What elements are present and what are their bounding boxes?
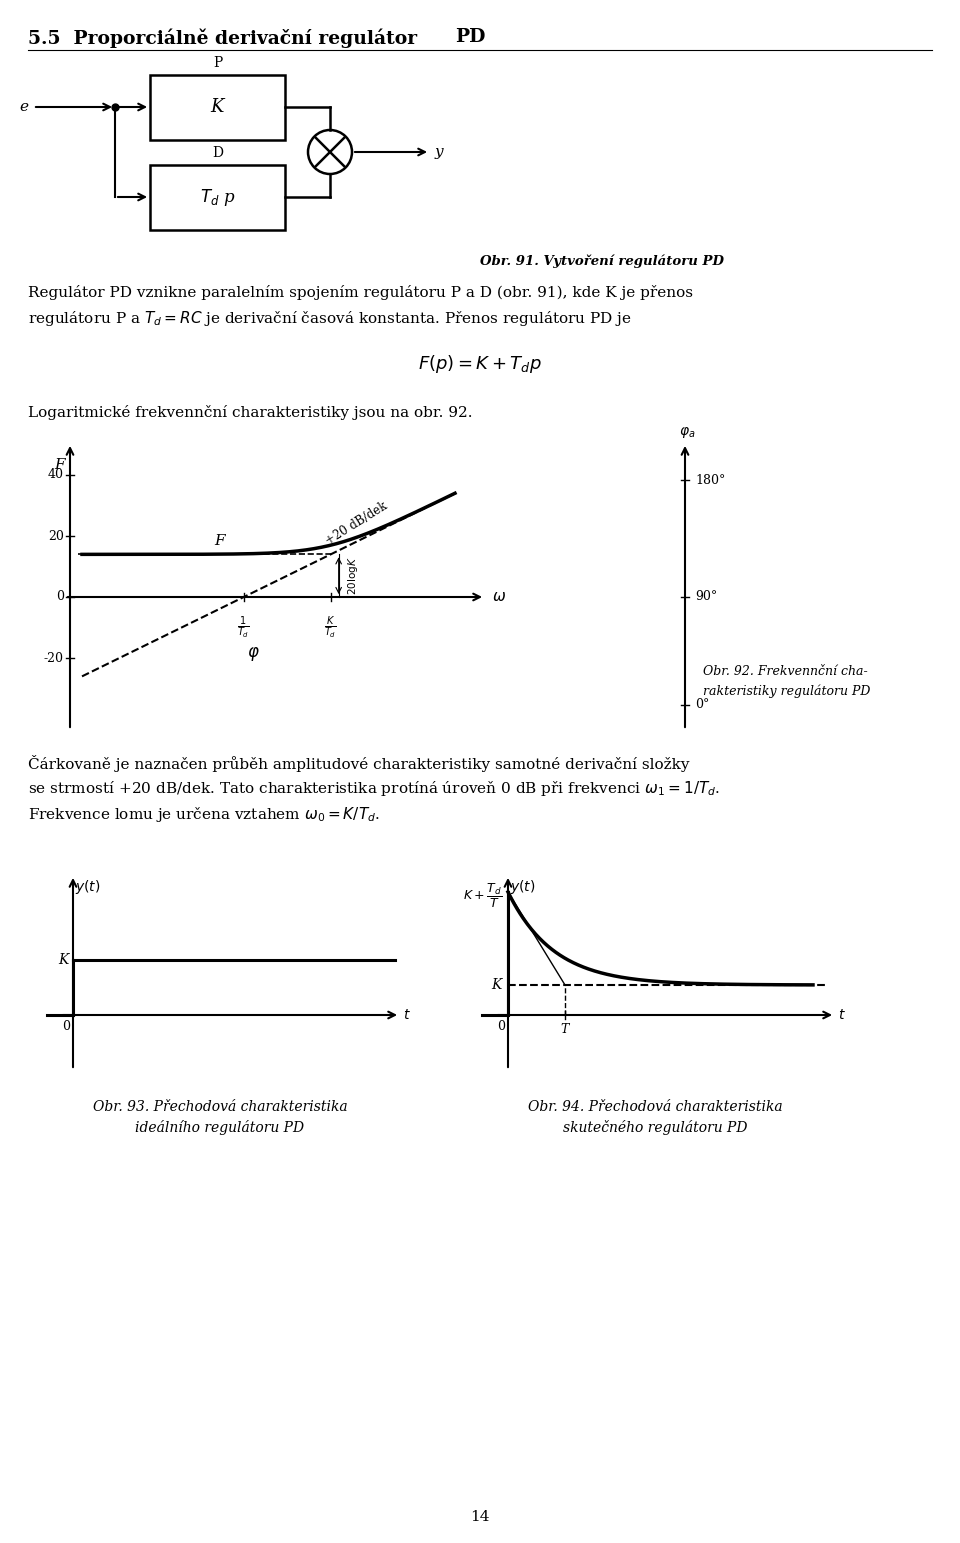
Text: $F(p)=K+T_d p$: $F(p)=K+T_d p$: [418, 353, 542, 375]
Text: Obr. 93. Přechodová charakteristika: Obr. 93. Přechodová charakteristika: [93, 1100, 348, 1114]
Text: K: K: [59, 954, 69, 967]
Text: F: F: [214, 534, 225, 548]
Text: K: K: [211, 99, 225, 116]
Text: $\varphi$: $\varphi$: [248, 645, 260, 663]
Text: ideálního regulátoru PD: ideálního regulátoru PD: [135, 1120, 304, 1136]
Text: 0: 0: [62, 1020, 70, 1032]
Text: 0: 0: [497, 1020, 505, 1032]
Text: 0: 0: [56, 591, 64, 603]
Text: $y(t)$: $y(t)$: [75, 878, 101, 896]
Text: y: y: [435, 145, 444, 159]
Text: PD: PD: [455, 28, 486, 46]
Text: $K+\dfrac{T_d}{T}$: $K+\dfrac{T_d}{T}$: [463, 883, 502, 910]
Text: regulátoru P a $T_d = RC$ je derivační časová konstanta. Přenos regulátoru PD je: regulátoru P a $T_d = RC$ je derivační č…: [28, 309, 632, 329]
Text: $\varphi_a$: $\varphi_a$: [679, 424, 695, 440]
Text: Frekvence lomu je určena vztahem $\omega_0 = K/T_d$.: Frekvence lomu je určena vztahem $\omega…: [28, 805, 380, 824]
Text: T: T: [561, 1023, 569, 1035]
Text: P: P: [213, 56, 222, 69]
Bar: [150, 76, 285, 140]
Text: $20\mathrm{log}K$: $20\mathrm{log}K$: [346, 557, 360, 596]
Text: $\frac{K}{T_d}$: $\frac{K}{T_d}$: [324, 616, 337, 640]
Text: e: e: [19, 100, 28, 114]
Text: $y(t)$: $y(t)$: [510, 878, 536, 896]
Text: $t$: $t$: [838, 1008, 846, 1021]
Text: 180°: 180°: [695, 474, 726, 486]
Text: -20: -20: [44, 651, 64, 665]
Text: Obr. 91. Vytvoření regulátoru PD: Obr. 91. Vytvoření regulátoru PD: [480, 255, 724, 268]
Text: Obr. 92. Frekvennční cha-: Obr. 92. Frekvennční cha-: [703, 665, 868, 677]
Text: Obr. 94. Přechodová charakteristika: Obr. 94. Přechodová charakteristika: [528, 1100, 782, 1114]
Text: 90°: 90°: [695, 591, 717, 603]
Text: 0°: 0°: [695, 699, 709, 711]
Text: $t$: $t$: [403, 1008, 411, 1021]
Text: se strmostí +20 dB/dek. Tato charakteristika protíná úroveň 0 dB při frekvenci $: se strmostí +20 dB/dek. Tato charakteris…: [28, 779, 720, 798]
Text: 14: 14: [470, 1511, 490, 1524]
Text: $T_d$ p: $T_d$ p: [200, 187, 235, 207]
Text: 40: 40: [48, 469, 64, 481]
Text: 20: 20: [48, 529, 64, 543]
Text: rakteristiky regulátoru PD: rakteristiky regulátoru PD: [703, 685, 871, 699]
Text: +20 dB/dek: +20 dB/dek: [323, 500, 390, 548]
Text: Regulátor PD vznikne paralelním spojením regulátoru P a D (obr. 91), kde K je př: Regulátor PD vznikne paralelním spojením…: [28, 285, 693, 299]
Text: F: F: [55, 458, 65, 472]
Text: K: K: [492, 978, 502, 992]
Text: $\omega$: $\omega$: [492, 589, 506, 603]
Text: $\frac{1}{T_d}$: $\frac{1}{T_d}$: [237, 616, 250, 640]
Text: 5.5  Proporciálně derivační regulátor: 5.5 Proporciálně derivační regulátor: [28, 28, 418, 48]
Text: Čárkovaně je naznačen průběh amplitudové charakteristiky samotné derivační složk: Čárkovaně je naznačen průběh amplitudové…: [28, 755, 689, 772]
Bar: [150, 165, 285, 230]
Text: Logaritmické frekvennční charakteristiky jsou na obr. 92.: Logaritmické frekvennční charakteristiky…: [28, 404, 472, 420]
Text: skutečného regulátoru PD: skutečného regulátoru PD: [563, 1120, 747, 1136]
Text: D: D: [212, 147, 223, 160]
